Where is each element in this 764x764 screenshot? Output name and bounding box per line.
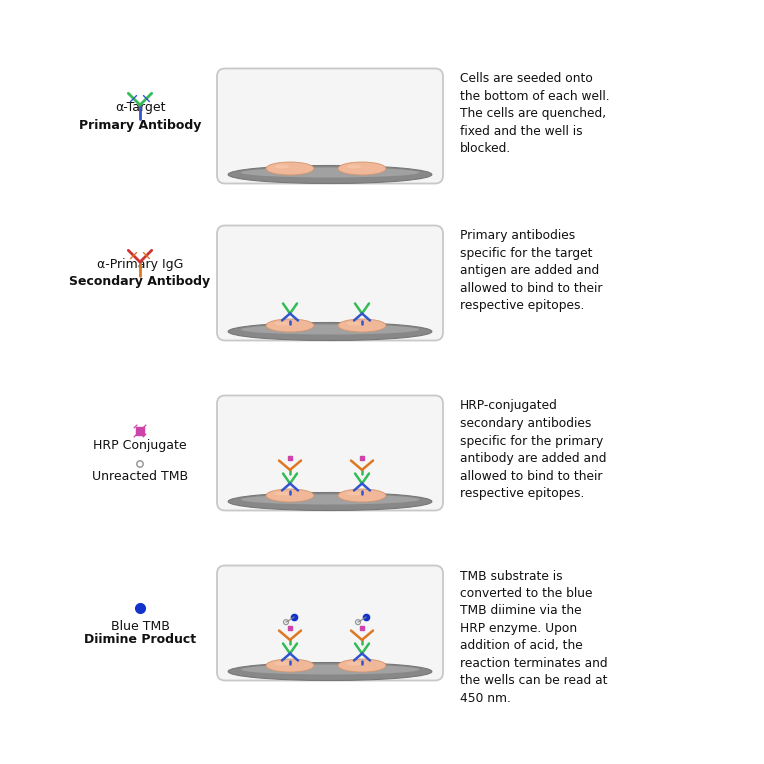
Ellipse shape: [338, 319, 386, 332]
Ellipse shape: [266, 489, 314, 502]
Ellipse shape: [274, 662, 290, 665]
Ellipse shape: [241, 494, 419, 504]
Ellipse shape: [241, 325, 419, 335]
Ellipse shape: [274, 164, 290, 169]
Text: α-Target: α-Target: [115, 101, 165, 114]
Ellipse shape: [266, 659, 314, 672]
Text: HRP-conjugated
secondary antibodies
specific for the primary
antibody are added : HRP-conjugated secondary antibodies spec…: [460, 400, 607, 500]
Ellipse shape: [274, 322, 290, 325]
Text: Cells are seeded onto
the bottom of each well.
The cells are quenched,
fixed and: Cells are seeded onto the bottom of each…: [460, 73, 610, 156]
Text: Diimine Product: Diimine Product: [84, 633, 196, 646]
Text: TMB substrate is
converted to the blue
TMB diimine via the
HRP enzyme. Upon
addi: TMB substrate is converted to the blue T…: [460, 569, 607, 705]
Ellipse shape: [338, 162, 386, 175]
Ellipse shape: [228, 166, 432, 183]
FancyBboxPatch shape: [217, 69, 443, 183]
Ellipse shape: [338, 489, 386, 502]
Text: Blue TMB: Blue TMB: [111, 620, 170, 633]
FancyBboxPatch shape: [217, 565, 443, 681]
Ellipse shape: [228, 493, 432, 510]
Ellipse shape: [241, 665, 419, 675]
Ellipse shape: [266, 162, 314, 175]
Text: Secondary Antibody: Secondary Antibody: [70, 276, 211, 289]
Text: Primary Antibody: Primary Antibody: [79, 118, 201, 131]
Ellipse shape: [266, 319, 314, 332]
Text: Unreacted TMB: Unreacted TMB: [92, 470, 188, 483]
Ellipse shape: [347, 322, 361, 325]
FancyBboxPatch shape: [217, 225, 443, 341]
Ellipse shape: [338, 659, 386, 672]
Ellipse shape: [347, 491, 361, 496]
Ellipse shape: [228, 662, 432, 681]
Text: HRP Conjugate: HRP Conjugate: [93, 439, 187, 452]
Ellipse shape: [347, 662, 361, 665]
Text: Primary antibodies
specific for the target
antigen are added and
allowed to bind: Primary antibodies specific for the targ…: [460, 229, 603, 312]
FancyBboxPatch shape: [217, 396, 443, 510]
Ellipse shape: [274, 491, 290, 496]
Ellipse shape: [347, 164, 361, 169]
Ellipse shape: [241, 167, 419, 177]
Text: α-Primary IgG: α-Primary IgG: [97, 258, 183, 271]
Ellipse shape: [228, 322, 432, 341]
